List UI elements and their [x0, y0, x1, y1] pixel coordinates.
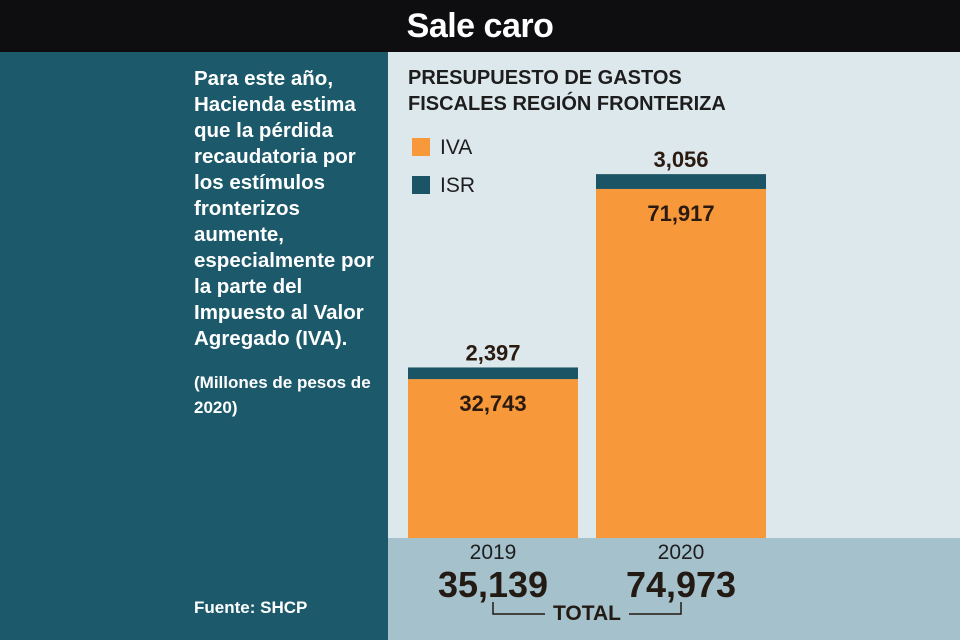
chart-title-line-1: PRESUPUESTO DE GASTOS — [408, 67, 682, 89]
bar-iva-2020 — [596, 188, 766, 538]
chart-title-line-2: FISCALES REGIÓN FRONTERIZA — [408, 91, 726, 115]
data-label-iva-2019: 32,743 — [459, 391, 526, 416]
description-text: Para este año, Hacienda estima que la pé… — [194, 67, 375, 350]
totals-band — [388, 538, 960, 640]
legend-swatch-iva — [412, 138, 430, 156]
x-tick-2019: 2019 — [470, 541, 517, 564]
total-caption: TOTAL — [553, 602, 621, 625]
page-title: Sale caro — [406, 6, 554, 45]
bars-group: 32,743 2,397 71,917 3,056 — [408, 147, 766, 538]
legend-swatch-isr — [412, 176, 430, 194]
data-label-iva-2020: 71,917 — [647, 201, 714, 226]
stacked-bar-chart: PRESUPUESTO DE GASTOS FISCALES REGIÓN FR… — [388, 67, 960, 640]
bar-isr-2019 — [408, 367, 578, 380]
bar-isr-2020 — [596, 174, 766, 189]
data-label-isr-2020: 3,056 — [653, 147, 708, 172]
total-value-2019: 35,139 — [438, 564, 548, 605]
sidebar-panel: Para este año, Hacienda estima que la pé… — [0, 52, 388, 640]
legend-label-isr: ISR — [440, 174, 475, 197]
source-note: Fuente: SHCP — [194, 598, 308, 617]
data-label-isr-2019: 2,397 — [465, 340, 520, 365]
x-tick-2020: 2020 — [658, 541, 705, 564]
bar-iva-2019 — [408, 379, 578, 538]
chart-area: PRESUPUESTO DE GASTOS FISCALES REGIÓN FR… — [388, 52, 960, 640]
total-bracket — [492, 602, 682, 615]
legend-label-iva: IVA — [440, 136, 472, 159]
units-note: (Millones de pesos de 2020) — [194, 373, 371, 417]
total-value-2020: 74,973 — [626, 564, 736, 605]
header-bar: Sale caro — [0, 0, 960, 52]
